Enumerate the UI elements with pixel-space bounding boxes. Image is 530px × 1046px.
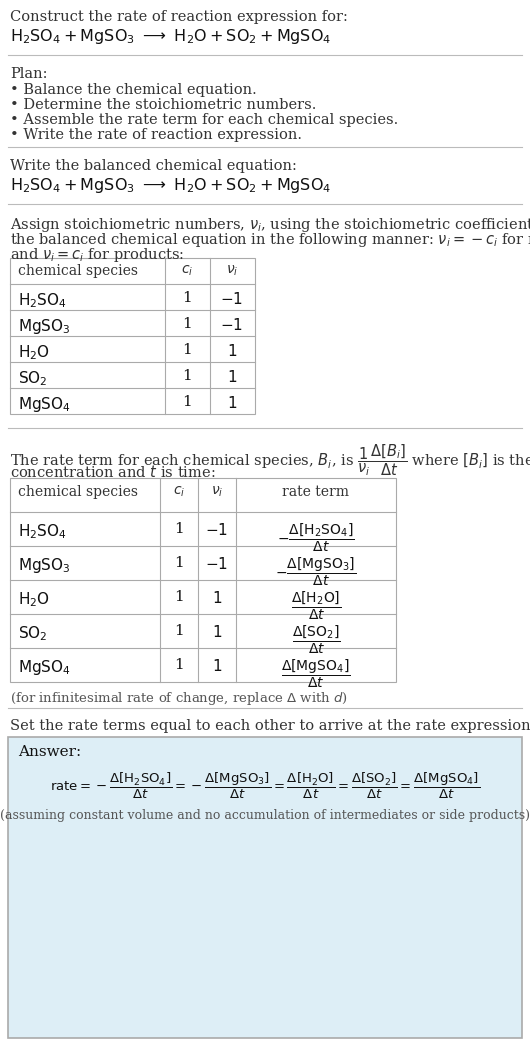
Text: $\mathrm{rate} = -\dfrac{\Delta[\mathrm{H_2SO_4}]}{\Delta t} = -\dfrac{\Delta[\m: $\mathrm{rate} = -\dfrac{\Delta[\mathrm{… [50,771,480,801]
Text: • Balance the chemical equation.: • Balance the chemical equation. [10,83,257,97]
Text: 1: 1 [182,291,192,305]
Text: $1$: $1$ [212,590,222,606]
Text: Set the rate terms equal to each other to arrive at the rate expression:: Set the rate terms equal to each other t… [10,719,530,733]
Text: 1: 1 [182,343,192,357]
Text: $\mathrm{MgSO_3}$: $\mathrm{MgSO_3}$ [18,556,70,575]
Text: $-1$: $-1$ [220,317,243,333]
Text: $-\dfrac{\Delta[\mathrm{H_2SO_4}]}{\Delta t}$: $-\dfrac{\Delta[\mathrm{H_2SO_4}]}{\Delt… [277,522,355,554]
Text: 1: 1 [174,590,184,604]
Text: $-1$: $-1$ [206,522,228,538]
Text: Construct the rate of reaction expression for:: Construct the rate of reaction expressio… [10,10,348,24]
Text: $c_i$: $c_i$ [181,264,193,278]
Text: $1$: $1$ [212,658,222,674]
Text: and $\nu_i = c_i$ for products:: and $\nu_i = c_i$ for products: [10,246,184,264]
Text: $\dfrac{\Delta[\mathrm{SO_2}]}{\Delta t}$: $\dfrac{\Delta[\mathrm{SO_2}]}{\Delta t}… [292,624,340,656]
Text: concentration and $t$ is time:: concentration and $t$ is time: [10,464,216,480]
Text: $\mathrm{H_2O}$: $\mathrm{H_2O}$ [18,590,50,609]
Text: $1$: $1$ [212,624,222,640]
Text: Assign stoichiometric numbers, $\nu_i$, using the stoichiometric coefficients, $: Assign stoichiometric numbers, $\nu_i$, … [10,217,530,234]
Text: $\dfrac{\Delta[\mathrm{H_2O}]}{\Delta t}$: $\dfrac{\Delta[\mathrm{H_2O}]}{\Delta t}… [291,590,341,622]
Text: 1: 1 [174,556,184,570]
Text: $\mathrm{H_2SO_4}$: $\mathrm{H_2SO_4}$ [18,522,67,541]
Text: 1: 1 [182,395,192,409]
Text: $-1$: $-1$ [206,556,228,572]
Text: $\mathrm{SO_2}$: $\mathrm{SO_2}$ [18,624,48,642]
Text: $\nu_i$: $\nu_i$ [226,264,238,278]
Text: $-\dfrac{\Delta[\mathrm{MgSO_3}]}{\Delta t}$: $-\dfrac{\Delta[\mathrm{MgSO_3}]}{\Delta… [276,556,357,588]
Text: $\mathrm{H_2SO_4 + MgSO_3 \ \longrightarrow \ H_2O + SO_2 + MgSO_4}$: $\mathrm{H_2SO_4 + MgSO_3 \ \longrightar… [10,27,331,46]
Text: $\mathrm{H_2O}$: $\mathrm{H_2O}$ [18,343,50,362]
Text: $-1$: $-1$ [220,291,243,306]
Text: $\nu_i$: $\nu_i$ [211,485,223,499]
Text: Write the balanced chemical equation:: Write the balanced chemical equation: [10,159,297,173]
Text: $\dfrac{\Delta[\mathrm{MgSO_4}]}{\Delta t}$: $\dfrac{\Delta[\mathrm{MgSO_4}]}{\Delta … [281,658,351,690]
Text: 1: 1 [174,658,184,672]
Text: (assuming constant volume and no accumulation of intermediates or side products): (assuming constant volume and no accumul… [0,809,530,822]
Text: $\mathrm{H_2SO_4 + MgSO_3 \ \longrightarrow \ H_2O + SO_2 + MgSO_4}$: $\mathrm{H_2SO_4 + MgSO_3 \ \longrightar… [10,176,331,195]
Text: 1: 1 [182,369,192,383]
Text: • Assemble the rate term for each chemical species.: • Assemble the rate term for each chemic… [10,113,398,127]
Text: $1$: $1$ [227,343,237,359]
Text: 1: 1 [174,624,184,638]
Text: rate term: rate term [282,485,349,499]
Text: Answer:: Answer: [18,745,81,759]
Text: • Determine the stoichiometric numbers.: • Determine the stoichiometric numbers. [10,98,316,112]
Text: chemical species: chemical species [18,264,138,278]
Text: 1: 1 [174,522,184,536]
Text: $\mathrm{MgSO_4}$: $\mathrm{MgSO_4}$ [18,395,71,414]
Text: The rate term for each chemical species, $B_i$, is $\dfrac{1}{\nu_i}\dfrac{\Delt: The rate term for each chemical species,… [10,442,530,478]
Text: the balanced chemical equation in the following manner: $\nu_i = -c_i$ for react: the balanced chemical equation in the fo… [10,231,530,249]
Text: $\mathrm{MgSO_4}$: $\mathrm{MgSO_4}$ [18,658,71,677]
Text: $\mathrm{SO_2}$: $\mathrm{SO_2}$ [18,369,48,388]
Text: 1: 1 [182,317,192,331]
Text: $c_i$: $c_i$ [173,485,185,499]
Text: Plan:: Plan: [10,67,48,81]
Text: • Write the rate of reaction expression.: • Write the rate of reaction expression. [10,128,302,142]
Text: $1$: $1$ [227,395,237,411]
Text: chemical species: chemical species [18,485,138,499]
Text: $\mathrm{MgSO_3}$: $\mathrm{MgSO_3}$ [18,317,70,336]
Text: $\mathrm{H_2SO_4}$: $\mathrm{H_2SO_4}$ [18,291,67,310]
Text: (for infinitesimal rate of change, replace $\Delta$ with $d$): (for infinitesimal rate of change, repla… [10,690,348,707]
Text: $1$: $1$ [227,369,237,385]
